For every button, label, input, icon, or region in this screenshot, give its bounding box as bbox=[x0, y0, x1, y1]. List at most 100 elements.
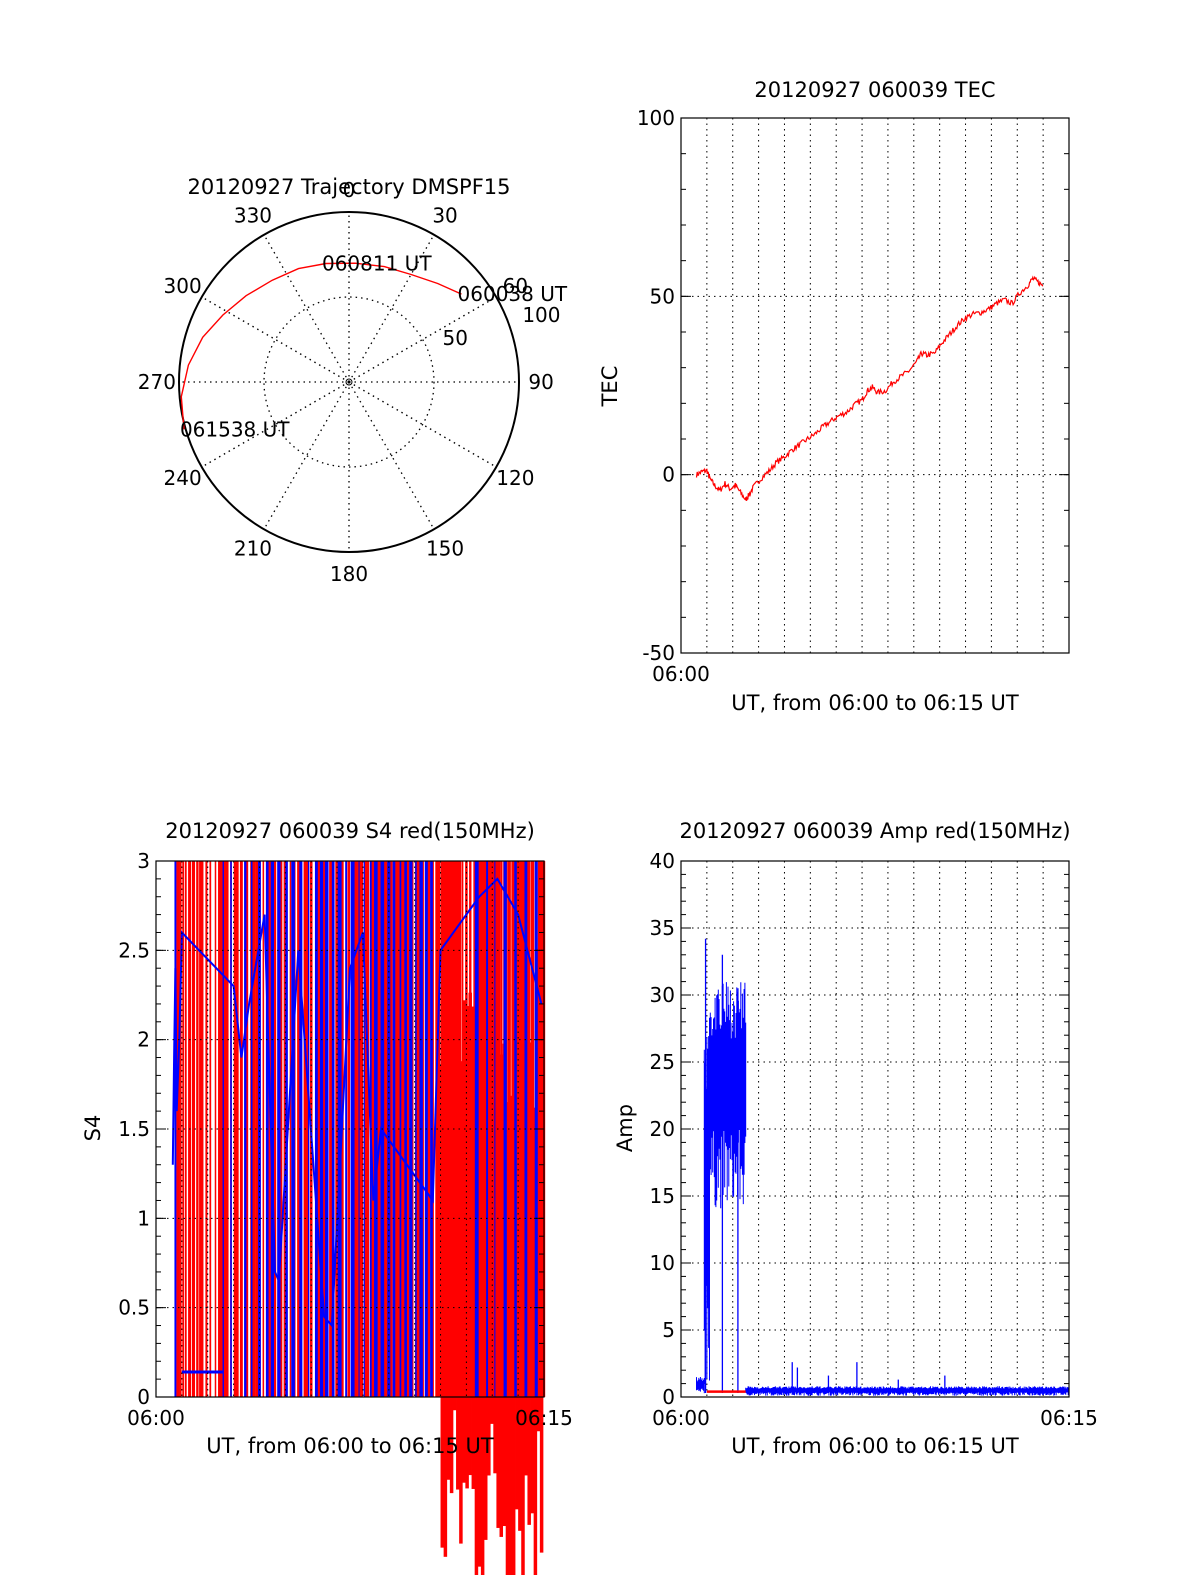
spoke-line bbox=[263, 381, 350, 530]
s4-red-fill bbox=[490, 941, 494, 1424]
y-tick-label: 30 bbox=[650, 983, 675, 1007]
y-tick-label: 10 bbox=[650, 1251, 675, 1275]
y-tick-label: 3 bbox=[137, 849, 150, 873]
s4-blue-spike bbox=[404, 861, 407, 1397]
s4-blue-spike bbox=[409, 861, 413, 1397]
s4-red-fill bbox=[508, 1095, 513, 1575]
s4-red-spike bbox=[329, 861, 333, 1397]
s4-red-fill bbox=[477, 1084, 482, 1567]
y-tick-label: 0 bbox=[662, 463, 675, 487]
s4-blue-spike bbox=[230, 861, 232, 1397]
time-annotation: 060811 UT bbox=[322, 252, 432, 276]
center-marker bbox=[345, 378, 353, 386]
angle-label: 150 bbox=[426, 536, 464, 560]
s4-red-fill bbox=[496, 1045, 500, 1528]
s4-red-fill bbox=[505, 1102, 510, 1575]
s4-blue-spike bbox=[363, 861, 365, 1397]
s4-tick-labels: 0 0.5 1 1.5 2 2.5 3 06:00 06:15 bbox=[118, 849, 573, 1430]
s4-red-spike bbox=[335, 861, 339, 1397]
amp-grid bbox=[681, 861, 1069, 1397]
amp-series bbox=[696, 938, 1070, 1396]
s4-red-spike bbox=[218, 861, 224, 1397]
s4-blue-spike bbox=[494, 861, 496, 1397]
radial-label: 50 bbox=[442, 326, 467, 350]
s4-red-spike bbox=[273, 861, 277, 1397]
s4-blue-spike bbox=[307, 861, 310, 1397]
time-annotation: 060038 UT bbox=[458, 282, 568, 306]
s4-red-spike bbox=[176, 861, 180, 1397]
plot-frame bbox=[680, 117, 1070, 654]
s4-blue-spike bbox=[250, 861, 253, 1397]
s4-red-spike bbox=[414, 861, 420, 1397]
y-tick-label: 1 bbox=[137, 1206, 150, 1230]
tec-title: 20120927 060039 TEC bbox=[754, 78, 995, 102]
radial-circle-50 bbox=[263, 296, 435, 468]
angle-label: 0 bbox=[343, 178, 356, 202]
amp-tick-labels: 0 5 10 15 20 25 30 35 40 06:00 06:15 bbox=[650, 849, 1098, 1430]
s4-red-fill bbox=[468, 992, 472, 1476]
spoke-line bbox=[348, 381, 497, 468]
s4-red-spike bbox=[233, 861, 239, 1397]
trajectory-angle-labels: 0 30 60 90 120 150 180 210 240 270 300 330 bbox=[138, 178, 554, 586]
radial-label: 100 bbox=[522, 303, 560, 327]
s4-red-fill bbox=[459, 1061, 463, 1544]
spoke-line bbox=[201, 296, 350, 383]
angle-label: 240 bbox=[164, 466, 202, 490]
tec-x-axis-label: UT, from 06:00 to 06:15 UT bbox=[731, 691, 1019, 715]
x-tick-label: 06:00 bbox=[652, 662, 710, 686]
s4-red-spike bbox=[196, 861, 199, 1397]
y-tick-label: 2.5 bbox=[118, 938, 150, 962]
angle-label: 300 bbox=[164, 274, 202, 298]
s4-blue-spike bbox=[474, 861, 479, 1397]
trajectory-title: 20120927 Trajectory DMSPF15 bbox=[187, 175, 510, 199]
angle-label: 270 bbox=[138, 370, 176, 394]
s4-axes bbox=[155, 860, 545, 1398]
s4-blue-spike bbox=[174, 861, 177, 1397]
y-tick-label: -50 bbox=[642, 641, 675, 665]
x-tick-label: 06:00 bbox=[652, 1406, 710, 1430]
amp-x-axis-label: UT, from 06:00 to 06:15 UT bbox=[731, 1434, 1019, 1458]
s4-blue-spike bbox=[514, 861, 517, 1397]
s4-red-fill bbox=[530, 1030, 535, 1514]
trajectory-panel: 20120927 Trajectory DMSPF15 0 30 60 90 120 15… bbox=[138, 175, 568, 586]
amp-blue-envelope bbox=[696, 982, 1070, 1396]
s4-red-fill bbox=[440, 1065, 445, 1548]
tec-line bbox=[695, 275, 1044, 502]
spoke-line bbox=[348, 381, 435, 530]
angle-label: 30 bbox=[432, 204, 457, 228]
s4-red-fill bbox=[527, 1042, 531, 1525]
x-tick-label: 06:00 bbox=[127, 1406, 185, 1430]
tec-grid bbox=[681, 118, 1069, 653]
s4-red-spike bbox=[250, 861, 256, 1397]
spoke-line bbox=[348, 234, 435, 383]
s4-red-fill bbox=[521, 1109, 525, 1575]
s4-red-spike bbox=[382, 861, 388, 1397]
angle-label: 180 bbox=[330, 562, 368, 586]
s4-red-fill bbox=[452, 927, 457, 1411]
s4-red-spike bbox=[262, 861, 265, 1397]
s4-red-spike bbox=[375, 861, 382, 1397]
y-tick-label: 5 bbox=[662, 1318, 675, 1342]
s4-red-fill bbox=[471, 1006, 476, 1489]
s4-red-spike bbox=[214, 861, 217, 1397]
y-tick-label: 2 bbox=[137, 1028, 150, 1052]
s4-blue-spike bbox=[285, 861, 288, 1397]
s4-red-spike bbox=[398, 861, 405, 1397]
s4-red-spike bbox=[289, 861, 292, 1397]
s4-red-fill bbox=[456, 1007, 460, 1490]
s4-blue-spike bbox=[345, 861, 348, 1397]
angle-label: 60 bbox=[503, 274, 528, 298]
spoke-line bbox=[201, 381, 350, 468]
s4-y-axis-label: S4 bbox=[81, 1115, 105, 1142]
s4-red-spike bbox=[182, 861, 185, 1397]
s4-blue-spike bbox=[258, 861, 261, 1397]
amp-title: 20120927 060039 Amp red(150MHz) bbox=[679, 819, 1070, 843]
s4-red-fill bbox=[462, 1000, 466, 1483]
s4-red-spike bbox=[303, 861, 309, 1397]
s4-red-spike bbox=[321, 861, 327, 1397]
trajectory-series bbox=[180, 262, 462, 430]
s4-red-fill bbox=[511, 1117, 516, 1575]
s4-red-fill bbox=[449, 1010, 454, 1494]
tec-axes bbox=[680, 117, 1070, 654]
s4-blue-spike bbox=[503, 861, 507, 1397]
